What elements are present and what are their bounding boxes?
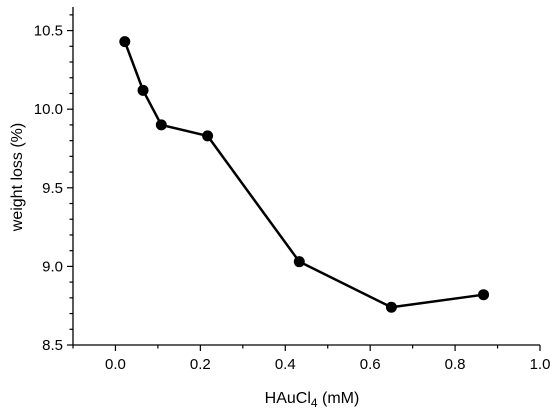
data-point <box>478 289 490 301</box>
data-point <box>155 119 167 131</box>
y-tick-label: 8.5 <box>42 337 63 354</box>
data-point <box>202 130 214 142</box>
x-axis-title-main: HAuCl <box>265 390 311 407</box>
axes <box>72 7 540 346</box>
data-point <box>137 84 149 96</box>
tick-labels: 0.0 0.2 0.4 0.6 0.8 1.0 8.5 9.0 9.5 10.0 10.5 <box>34 23 550 373</box>
y-tick-label: 9.0 <box>42 258 63 275</box>
x-axis-title-suffix: (mM) <box>318 390 360 407</box>
x-tick-label: 1.0 <box>530 356 550 373</box>
data-point <box>119 36 131 48</box>
x-tick-label: 0.6 <box>360 356 381 373</box>
data-point <box>385 301 397 313</box>
data-point <box>293 256 305 268</box>
series-line <box>123 41 484 309</box>
x-tick-label: 0.0 <box>105 356 126 373</box>
y-axis-title: weight loss (%) <box>9 123 26 232</box>
data-series <box>119 36 490 313</box>
x-tick-label: 0.2 <box>190 356 211 373</box>
y-tick-label: 10.0 <box>34 101 63 118</box>
x-tick-label: 0.8 <box>445 356 466 373</box>
y-tick-label: 9.5 <box>42 180 63 197</box>
tick-marks <box>67 14 541 351</box>
x-tick-label: 0.4 <box>275 356 296 373</box>
x-axis-title-subscript: 4 <box>311 396 318 410</box>
x-axis-title: HAuCl4 (mM) <box>265 390 360 410</box>
y-tick-label: 10.5 <box>34 23 63 40</box>
